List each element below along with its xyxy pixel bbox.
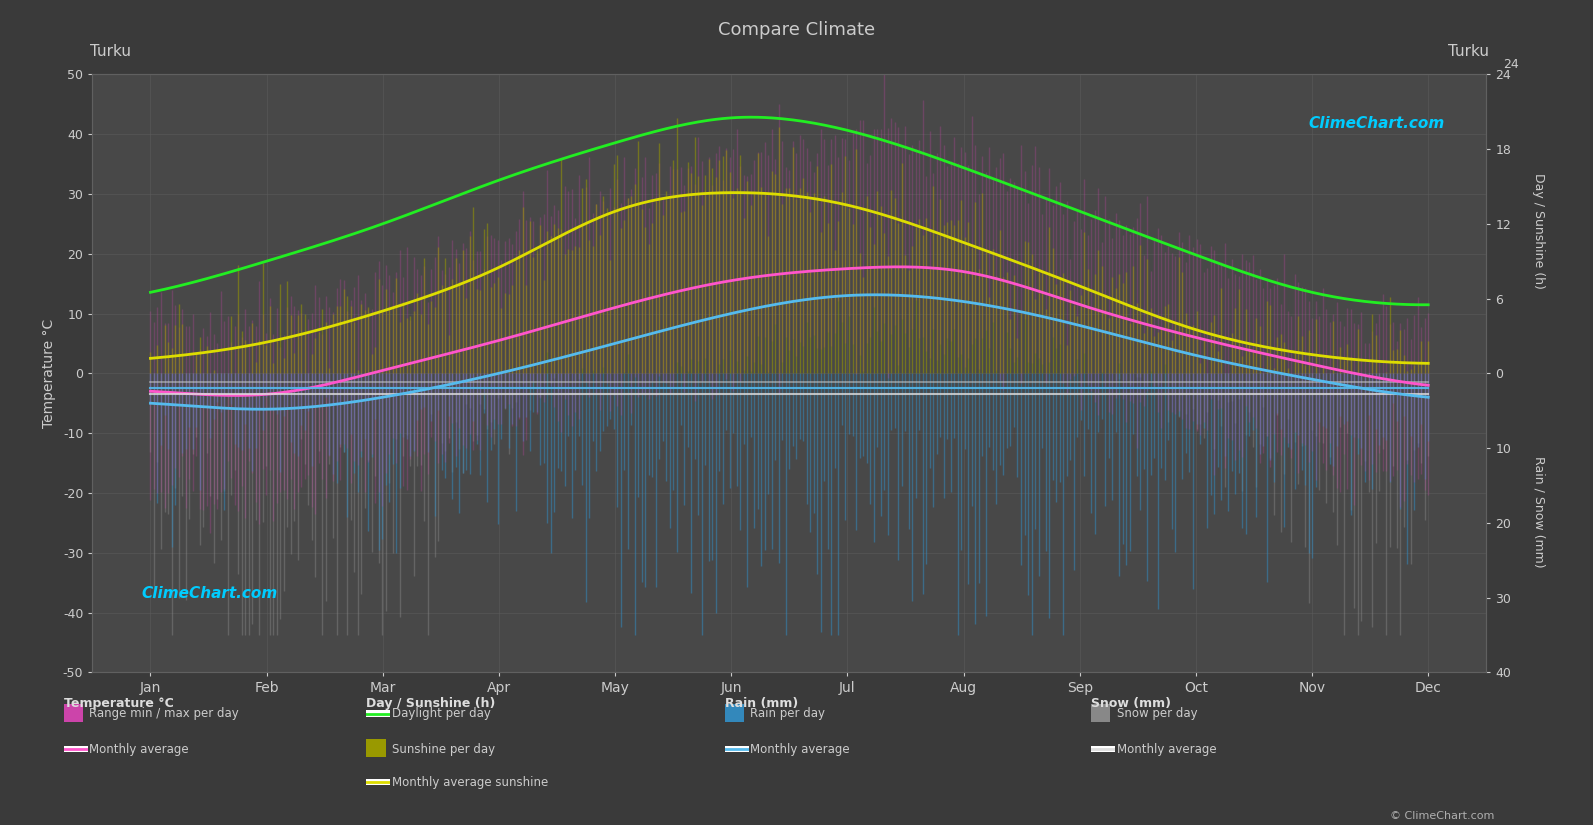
Text: Snow per day: Snow per day bbox=[1117, 707, 1198, 720]
Text: ClimeChart.com: ClimeChart.com bbox=[142, 586, 277, 601]
Text: Range min / max per day: Range min / max per day bbox=[89, 707, 239, 720]
Text: Rain per day: Rain per day bbox=[750, 707, 825, 720]
Text: ClimeChart.com: ClimeChart.com bbox=[1308, 116, 1445, 131]
Text: Temperature °C: Temperature °C bbox=[64, 697, 174, 710]
Text: © ClimeChart.com: © ClimeChart.com bbox=[1389, 811, 1494, 821]
Text: 24: 24 bbox=[1504, 59, 1518, 71]
Text: Rain (mm): Rain (mm) bbox=[725, 697, 798, 710]
Text: Monthly average: Monthly average bbox=[1117, 742, 1217, 756]
Text: Sunshine per day: Sunshine per day bbox=[392, 742, 495, 756]
Text: Monthly average sunshine: Monthly average sunshine bbox=[392, 776, 548, 789]
Text: Snow (mm): Snow (mm) bbox=[1091, 697, 1171, 710]
Text: Monthly average: Monthly average bbox=[750, 742, 851, 756]
Text: Compare Climate: Compare Climate bbox=[718, 21, 875, 39]
Text: Turku: Turku bbox=[89, 45, 131, 59]
Y-axis label: Temperature °C: Temperature °C bbox=[41, 318, 56, 428]
Text: Turku: Turku bbox=[1448, 45, 1489, 59]
Text: Day / Sunshine (h): Day / Sunshine (h) bbox=[366, 697, 495, 710]
Text: Day / Sunshine (h): Day / Sunshine (h) bbox=[1532, 173, 1545, 289]
Text: Rain / Snow (mm): Rain / Snow (mm) bbox=[1532, 455, 1545, 568]
Text: Monthly average: Monthly average bbox=[89, 742, 190, 756]
Text: Daylight per day: Daylight per day bbox=[392, 707, 491, 720]
